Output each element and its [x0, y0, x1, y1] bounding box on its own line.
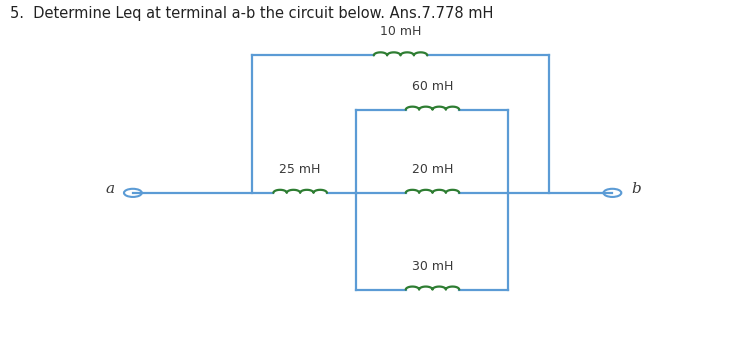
Text: b: b [631, 183, 640, 196]
Text: 30 mH: 30 mH [412, 260, 453, 273]
Text: 5.  Determine Leq at terminal a-b the circuit below. Ans.7.778 mH: 5. Determine Leq at terminal a-b the cir… [10, 6, 494, 21]
Text: a: a [105, 183, 115, 196]
Text: 10 mH: 10 mH [380, 26, 421, 38]
Text: 20 mH: 20 mH [412, 163, 453, 176]
Text: 25 mH: 25 mH [279, 163, 321, 176]
Text: 60 mH: 60 mH [412, 80, 453, 93]
